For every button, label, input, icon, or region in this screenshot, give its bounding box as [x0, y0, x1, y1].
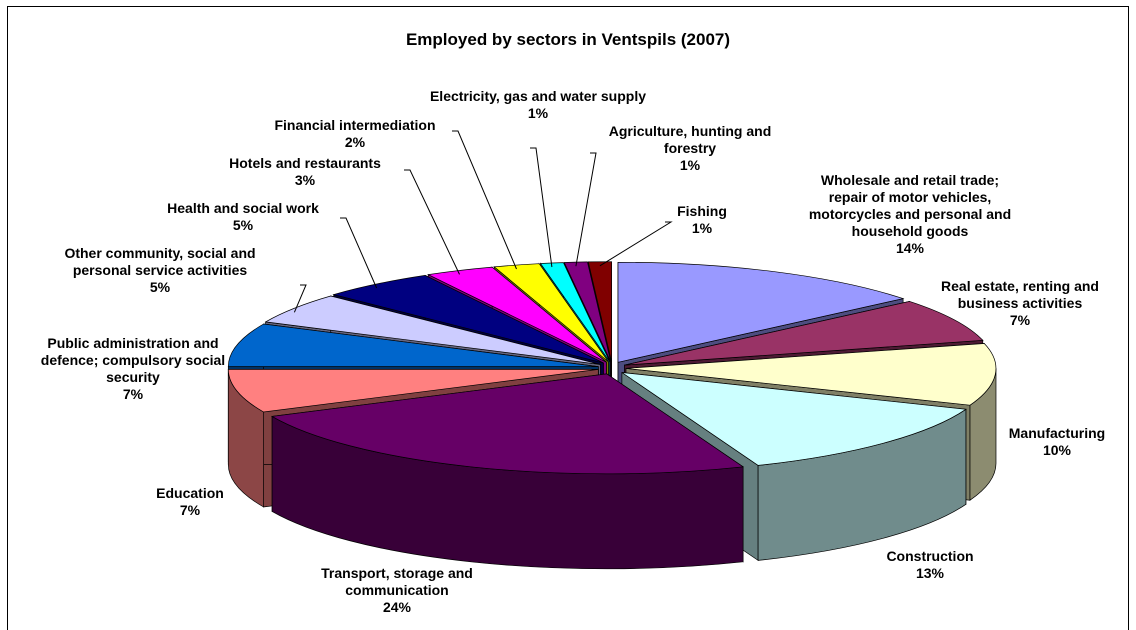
slice: [493, 263, 609, 363]
leader-line: [530, 147, 553, 268]
data-label: Wholesale and retail trade; repair of mo…: [805, 172, 1015, 257]
data-label: Electricity, gas and water supply 1%: [428, 88, 648, 122]
category-label: Other community, social and personal ser…: [64, 245, 256, 278]
slice: [621, 372, 967, 466]
value-label: 7%: [179, 502, 201, 518]
category-label: Public administration and defence; compu…: [40, 335, 226, 385]
category-label: Manufacturing: [1008, 425, 1106, 441]
value-label: 24%: [382, 599, 412, 615]
value-label: 5%: [232, 217, 254, 233]
value-label: 1%: [691, 220, 713, 236]
slice: [271, 373, 745, 475]
category-label: Education: [156, 485, 224, 501]
category-label: Financial intermediation: [274, 117, 436, 133]
value-label: 3%: [294, 172, 316, 188]
leader-line: [452, 130, 517, 270]
category-label: Transport, storage and communication: [321, 565, 473, 598]
data-label: Agriculture, hunting and forestry 1%: [590, 123, 790, 174]
value-label: 2%: [344, 134, 366, 150]
category-label: Fishing: [677, 203, 727, 219]
leader-line: [404, 169, 460, 275]
data-label: Public administration and defence; compu…: [18, 335, 248, 403]
category-label: Health and social work: [167, 200, 319, 216]
data-label: Education 7%: [140, 485, 240, 519]
value-label: 5%: [149, 279, 171, 295]
category-label: Electricity, gas and water supply: [429, 88, 647, 104]
data-label: Hotels and restaurants 3%: [205, 155, 405, 189]
slice: [227, 323, 599, 367]
chart-border: [7, 6, 1129, 630]
chart-title: Employed by sectors in Ventspils (2007): [405, 30, 731, 49]
slice: [617, 261, 905, 363]
data-label: Construction 13%: [870, 548, 990, 582]
slice: [587, 261, 612, 362]
data-label: Financial intermediation 2%: [250, 117, 460, 151]
slice: [625, 343, 997, 406]
value-label: 1%: [679, 157, 701, 173]
slice: [427, 266, 607, 363]
data-label: Health and social work 5%: [143, 200, 343, 234]
category-label: Hotels and restaurants: [229, 155, 381, 171]
category-label: Real estate, renting and business activi…: [941, 278, 1099, 311]
category-label: Construction: [886, 548, 974, 564]
slice: [227, 369, 599, 413]
slice: [332, 275, 604, 364]
data-label: Real estate, renting and business activi…: [920, 278, 1120, 329]
value-label: 14%: [895, 240, 925, 256]
data-label: Fishing 1%: [662, 203, 742, 237]
pie: [227, 261, 997, 570]
slice: [563, 261, 612, 362]
category-label: Agriculture, hunting and forestry: [608, 123, 772, 156]
value-label: 10%: [1042, 442, 1072, 458]
slice: [539, 262, 611, 363]
slice: [624, 301, 984, 366]
leader-line: [293, 284, 307, 313]
leader-line: [575, 152, 597, 267]
data-label: Other community, social and personal ser…: [60, 245, 260, 296]
value-label: 13%: [915, 565, 945, 581]
leader-line: [340, 217, 378, 289]
value-label: 1%: [527, 105, 549, 121]
data-label: Transport, storage and communication 24%: [287, 565, 507, 616]
category-label: Wholesale and retail trade; repair of mo…: [808, 172, 1012, 239]
data-label: Manufacturing 10%: [997, 425, 1117, 459]
leader-line: [599, 221, 673, 267]
value-label: 7%: [122, 386, 144, 402]
value-label: 7%: [1009, 312, 1031, 328]
slice: [264, 295, 601, 365]
